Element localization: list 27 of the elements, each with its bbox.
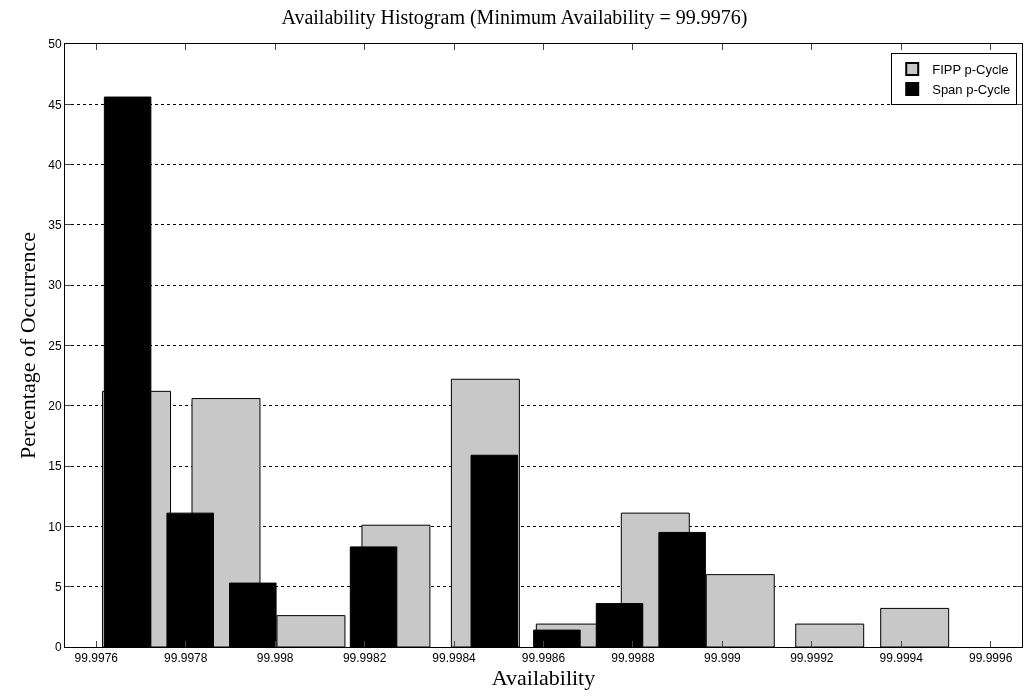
x-tick-label: 99.999 — [704, 651, 742, 666]
y-tick-label: 15 — [48, 459, 62, 474]
x-tick-label: 99.9982 — [342, 651, 387, 666]
y-tick-label: 25 — [48, 338, 62, 353]
x-tick-label: 99.9994 — [879, 651, 924, 666]
x-tick-label: 99.9978 — [164, 651, 208, 666]
y-tick-label: 40 — [48, 157, 62, 172]
chart-title: Availability Histogram (Minimum Availability = 99.9976) — [281, 6, 748, 30]
y-tick-label: 35 — [48, 218, 62, 233]
y-tick-label: 5 — [54, 579, 62, 594]
legend-label: FIPP p-Cycle — [932, 62, 1009, 78]
x-tick-label: 99.9976 — [74, 651, 119, 666]
y-tick-label: 10 — [48, 519, 62, 534]
x-tick-label: 99.998 — [256, 651, 294, 666]
x-tick-label: 99.9986 — [521, 651, 566, 666]
x-axis-title: Availability — [491, 665, 596, 691]
x-tick-label: 99.9988 — [611, 651, 655, 666]
x-tick-label: 99.9984 — [432, 651, 477, 666]
x-tick-label: 99.9992 — [790, 651, 834, 666]
y-tick-label: 50 — [48, 37, 62, 52]
y-axis-title: Percentage of Occurrence — [15, 231, 41, 460]
y-tick-label: 0 — [54, 640, 62, 655]
x-tick-label: 99.9996 — [969, 651, 1013, 666]
y-tick-label: 30 — [48, 278, 62, 293]
y-tick-label: 20 — [48, 399, 62, 413]
y-tick-label: 45 — [48, 97, 62, 112]
legend-label: Span p-Cycle — [932, 81, 1011, 97]
